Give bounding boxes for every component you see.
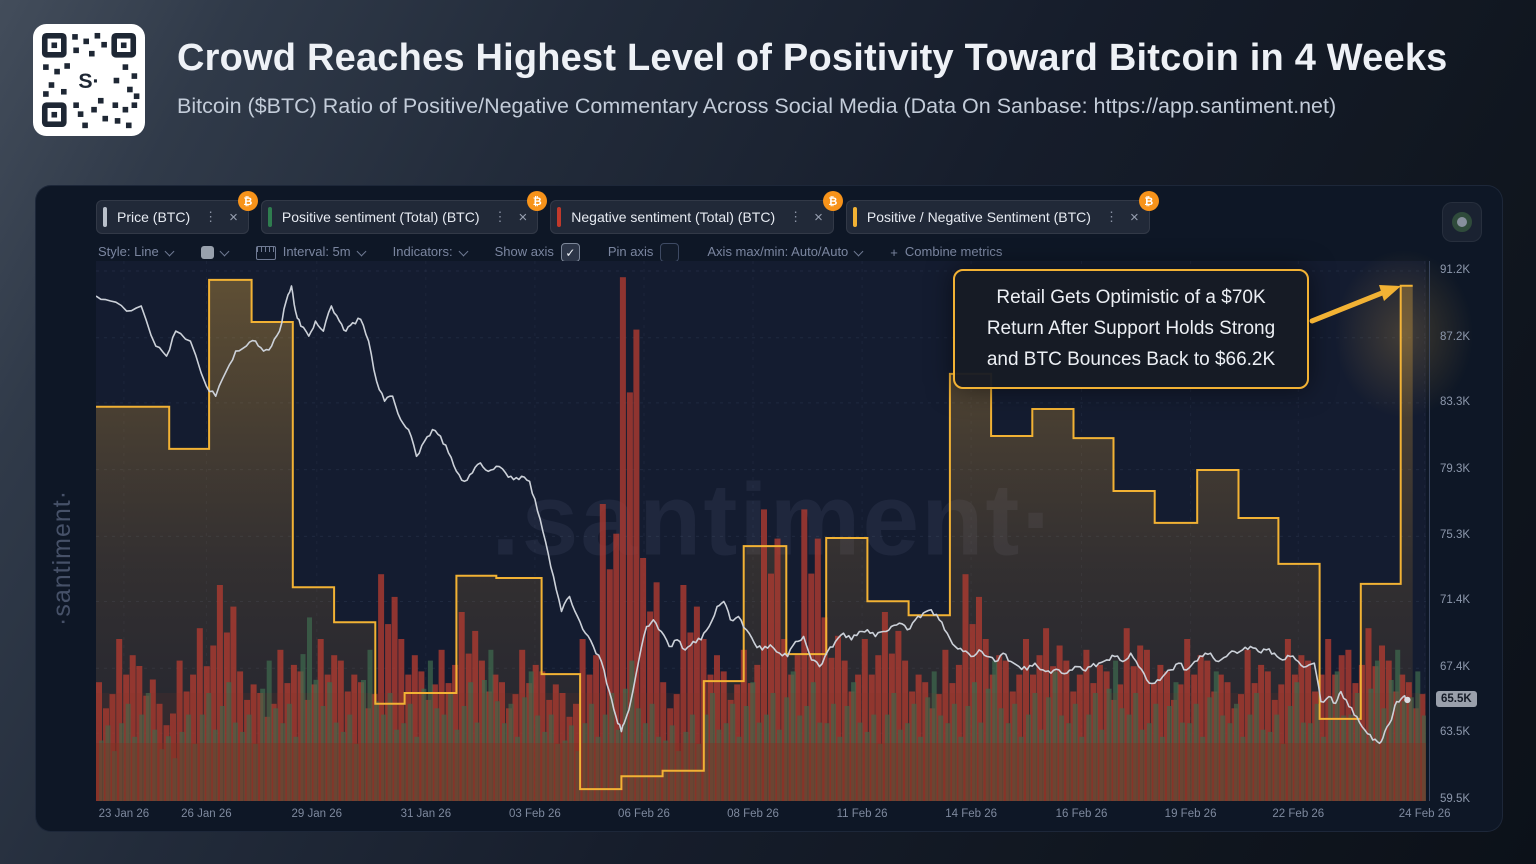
x-tick-label: 31 Jan 26 — [400, 808, 452, 820]
y-tick-label: 83.3K — [1440, 395, 1471, 408]
chart-panel: Price (BTC) ⋮ × ₿ Positive sentiment (Total)… — [35, 185, 1503, 832]
y-tick-label: 71.4K — [1440, 594, 1471, 607]
interval-label: Interval: 5m — [282, 244, 351, 262]
show-axis-label: Show axis — [494, 244, 554, 262]
record-status-button[interactable] — [1442, 202, 1482, 242]
metric-accent-bar — [103, 207, 107, 227]
style-label: Style: Line — [98, 244, 159, 262]
x-tick-label: 19 Feb 26 — [1164, 808, 1217, 820]
x-tick-label: 26 Jan 26 — [181, 808, 232, 820]
show-axis-toggle[interactable]: Show axis ✓ — [494, 243, 580, 262]
record-dot-icon — [1452, 212, 1472, 232]
x-tick-label: 23 Jan 26 — [98, 808, 150, 820]
metric-tab-3[interactable]: Positive / Negative Sentiment (BTC) ⋮ × ₿ — [845, 191, 1159, 234]
chevron-down-icon — [356, 246, 367, 256]
btc-badge-icon: ₿ — [527, 191, 548, 211]
price-endpoint-dot — [1404, 696, 1411, 704]
color-swatch-select[interactable] — [200, 246, 230, 259]
santiment-side-watermark: ·santiment· — [48, 489, 76, 626]
plus-icon: + — [890, 245, 898, 260]
style-select[interactable]: Style: Line — [98, 244, 175, 262]
close-icon[interactable]: × — [229, 208, 238, 226]
pin-axis-checkbox[interactable] — [660, 243, 680, 262]
x-axis-labels: 23 Jan 26 26 Jan 26 29 Jan 26 31 Jan 26 03 F… — [96, 808, 1451, 826]
chart-canvas[interactable] — [96, 261, 1426, 801]
x-tick-label: 24 Feb 26 — [1398, 808, 1451, 820]
interval-select[interactable]: Interval: 5m — [255, 244, 367, 262]
close-icon[interactable]: × — [1129, 208, 1139, 226]
y-tick-label: 91.2K — [1440, 264, 1471, 276]
metric-accent-bar — [557, 207, 562, 227]
combine-metrics-label: Combine metrics — [904, 244, 1003, 262]
color-swatch — [200, 246, 214, 259]
y-tick-label: 75.3K — [1440, 529, 1471, 542]
price-line — [96, 285, 1408, 745]
metric-tab-label: Positive sentiment (Total) (BTC) — [281, 209, 480, 225]
chart-plot-area[interactable]: .santiment· Retail Gets Optimistic of a … — [96, 249, 1474, 801]
y-tick-label: 59.5K — [1440, 793, 1471, 806]
y-axis-labels: 91.2K 87.2K 83.3K 79.3K 75.3K 71.4K 67.4K 63.5K… — [1436, 261, 1500, 821]
annotation-line: and BTC Bounces Back to $66.2K — [986, 348, 1276, 370]
chevron-down-icon — [164, 246, 175, 256]
show-axis-checkbox[interactable]: ✓ — [560, 243, 580, 262]
metric-tab-2[interactable]: Negative sentiment (Total) (BTC) ⋮ × ₿ — [550, 191, 843, 234]
metric-accent-bar — [852, 207, 857, 227]
x-tick-label: 22 Feb 26 — [1272, 808, 1325, 820]
ratio-step-line — [96, 278, 1413, 791]
santiment-logo — [71, 62, 107, 98]
metric-accent-bar — [267, 207, 272, 227]
metric-tabs-row: Price (BTC) ⋮ × ₿ Positive sentiment (Total)… — [96, 191, 1159, 234]
chart-toolbar: Style: Line Interval: 5m Indicators: Sho… — [98, 243, 1003, 262]
annotation-line: Retail Gets Optimistic of a $70K — [996, 287, 1266, 308]
x-tick-label: 14 Feb 26 — [945, 808, 998, 820]
y-axis-line — [1429, 261, 1430, 801]
kebab-menu-icon[interactable]: ⋮ — [1104, 209, 1118, 224]
kebab-menu-icon[interactable]: ⋮ — [493, 209, 507, 224]
annotation-callout: Retail Gets Optimistic of a $70K Return … — [953, 269, 1309, 390]
btc-badge-icon: ₿ — [237, 191, 258, 211]
kebab-menu-icon[interactable]: ⋮ — [789, 209, 803, 224]
metric-tab-label: Positive / Negative Sentiment (BTC) — [866, 209, 1091, 225]
current-price-badge: 65.5K — [1436, 690, 1477, 707]
x-tick-label: 11 Feb 26 — [836, 808, 888, 820]
x-tick-label: 29 Jan 26 — [291, 808, 343, 820]
metric-tab-label: Price (BTC) — [117, 209, 191, 225]
x-tick-label: 08 Feb 26 — [727, 808, 779, 820]
close-icon[interactable]: × — [518, 208, 528, 226]
qr-code: S· — [33, 24, 145, 136]
header: S· Crowd Reaches Highest Level of Positi… — [33, 24, 1448, 136]
indicators-select[interactable]: Indicators: — [392, 244, 469, 262]
combine-metrics-button[interactable]: + Combine metrics — [890, 244, 1003, 262]
kebab-menu-icon[interactable]: ⋮ — [204, 209, 218, 224]
page-title: Crowd Reaches Highest Level of Positivit… — [177, 37, 1448, 79]
pin-axis-toggle[interactable]: Pin axis — [607, 243, 680, 262]
btc-badge-icon: ₿ — [822, 191, 843, 211]
indicators-label: Indicators: — [392, 244, 453, 262]
y-tick-label: 63.5K — [1440, 726, 1471, 739]
y-tick-label: 67.4K — [1440, 661, 1471, 674]
x-tick-label: 16 Feb 26 — [1055, 808, 1108, 820]
ruler-icon — [255, 245, 276, 260]
axis-maxmin-select[interactable]: Axis max/min: Auto/Auto — [707, 244, 864, 262]
btc-badge-icon: ₿ — [1138, 191, 1159, 211]
sentiment-bars — [96, 277, 1426, 801]
chevron-down-icon — [853, 246, 864, 256]
chevron-down-icon — [219, 246, 230, 256]
page-subtitle: Bitcoin ($BTC) Ratio of Positive/Negativ… — [177, 93, 1337, 118]
close-icon[interactable]: × — [814, 208, 823, 226]
y-tick-label: 87.2K — [1440, 330, 1471, 343]
x-tick-label: 03 Feb 26 — [508, 808, 561, 820]
y-tick-label: 79.3K — [1440, 462, 1471, 475]
annotation-line: Return After Support Holds Strong — [986, 317, 1276, 339]
metric-tab-1[interactable]: Positive sentiment (Total) (BTC) ⋮ × ₿ — [260, 191, 548, 234]
pin-axis-label: Pin axis — [607, 244, 654, 262]
metric-tab-0[interactable]: Price (BTC) ⋮ × ₿ — [96, 191, 258, 234]
axis-maxmin-label: Axis max/min: Auto/Auto — [707, 244, 849, 262]
x-tick-label: 06 Feb 26 — [618, 808, 670, 820]
qr-center-text: S· — [78, 69, 99, 93]
chevron-down-icon — [458, 246, 469, 256]
metric-tab-label: Negative sentiment (Total) (BTC) — [571, 209, 776, 225]
